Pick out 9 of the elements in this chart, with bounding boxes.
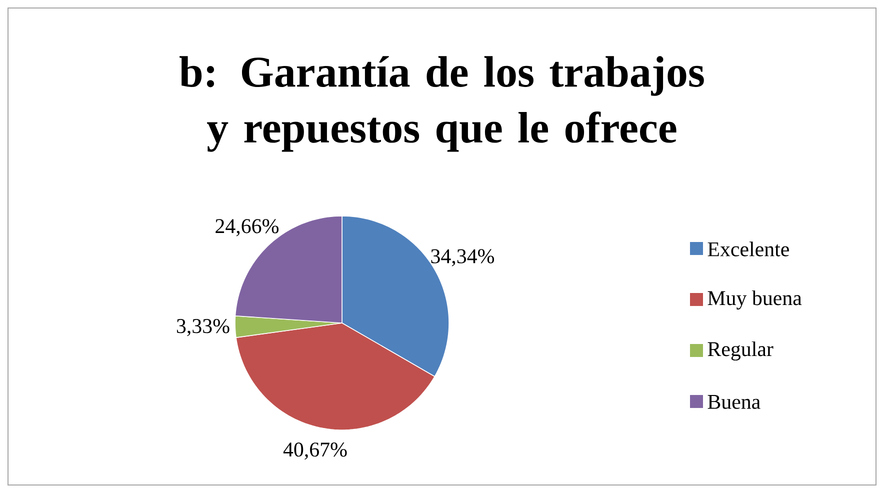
data-label: 3,33% (176, 319, 230, 336)
data-label: 40,67% (283, 442, 347, 460)
data-label: 34,34% (431, 249, 494, 266)
legend-label: Regular (708, 341, 774, 360)
chart-title: b: Garantía de los trabajos y repuestos que le ofrece (180, 56, 704, 152)
data-label: 24,66% (216, 219, 279, 236)
legend-label: Excelente (708, 242, 789, 256)
legend-label: Muy buena (708, 290, 802, 310)
legend-label: Buena (708, 395, 760, 409)
